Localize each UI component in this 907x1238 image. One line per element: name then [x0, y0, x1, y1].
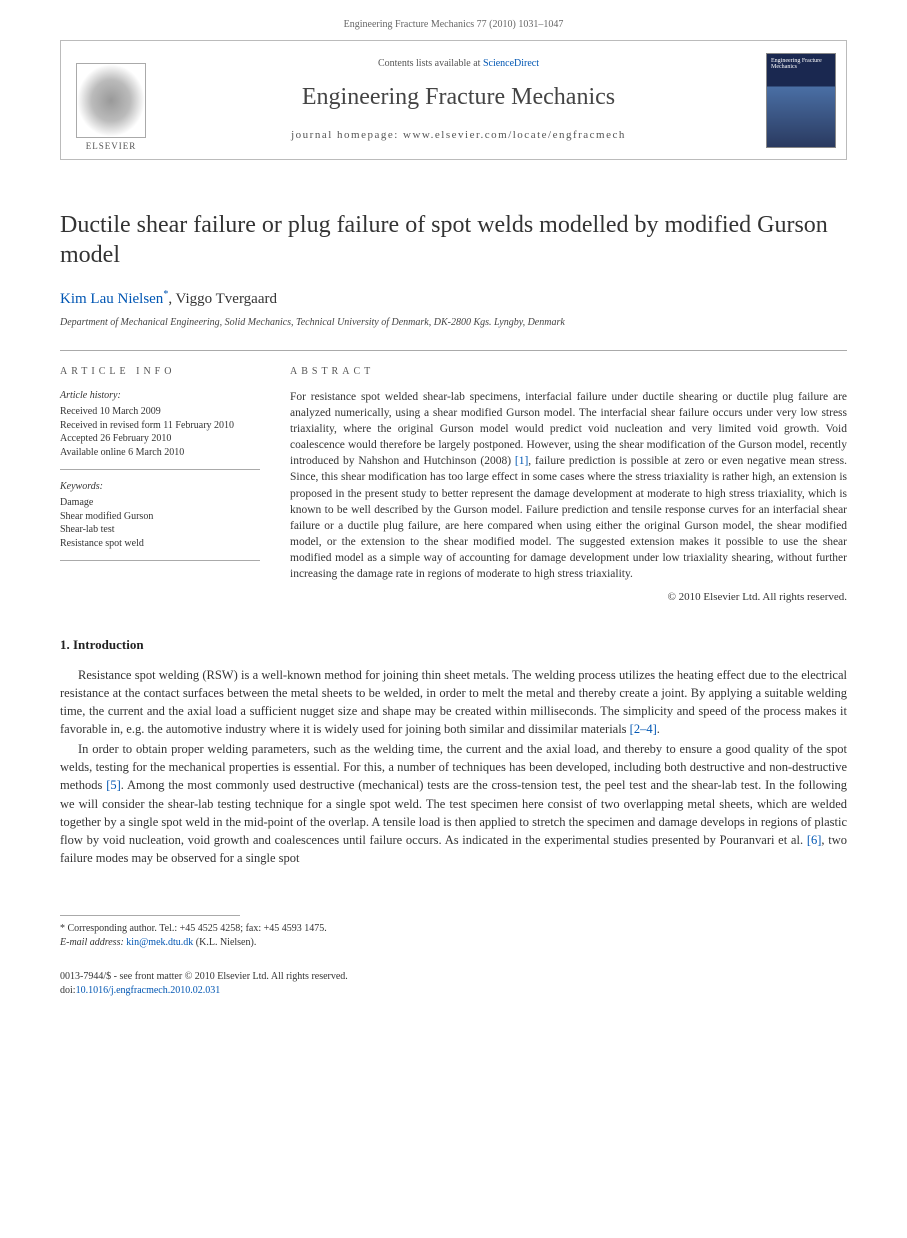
- para-text: Resistance spot welding (RSW) is a well-…: [60, 668, 847, 736]
- footnotes: * Corresponding author. Tel.: +45 4525 4…: [0, 922, 907, 960]
- email-name: (K.L. Nielsen).: [193, 937, 256, 948]
- article-title: Ductile shear failure or plug failure of…: [60, 210, 847, 270]
- elsevier-logo: ELSEVIER: [71, 53, 151, 153]
- issn-line: 0013-7944/$ - see front matter © 2010 El…: [60, 970, 847, 984]
- homepage-url: www.elsevier.com/locate/engfracmech: [403, 129, 626, 141]
- journal-cover-thumb: Engineering Fracture Mechanics: [766, 53, 836, 148]
- keywords-block: Keywords: Damage Shear modified Gurson S…: [60, 480, 260, 561]
- keyword: Damage: [60, 496, 260, 510]
- journal-homepage: journal homepage: www.elsevier.com/locat…: [291, 128, 626, 143]
- journal-title: Engineering Fracture Mechanics: [302, 81, 615, 115]
- article-info-column: ARTICLE INFO Article history: Received 1…: [60, 365, 260, 606]
- ref-link[interactable]: [5]: [106, 778, 121, 792]
- history-title: Article history:: [60, 389, 260, 403]
- contents-available: Contents lists available at ScienceDirec…: [378, 57, 539, 71]
- keyword: Resistance spot weld: [60, 537, 260, 551]
- abstract-part-2: , failure prediction is possible at zero…: [290, 455, 847, 580]
- para-text: . Among the most commonly used destructi…: [60, 778, 847, 846]
- email-line: E-mail address: kin@mek.dtu.dk (K.L. Nie…: [60, 936, 847, 950]
- abstract-column: ABSTRACT For resistance spot welded shea…: [290, 365, 847, 606]
- email-link[interactable]: kin@mek.dtu.dk: [126, 937, 193, 948]
- history-line: Received 10 March 2009: [60, 405, 260, 419]
- info-abstract-row: ARTICLE INFO Article history: Received 1…: [60, 350, 847, 606]
- paragraph: In order to obtain proper welding parame…: [60, 740, 847, 867]
- abstract-text: For resistance spot welded shear-lab spe…: [290, 389, 847, 582]
- bottom-info: 0013-7944/$ - see front matter © 2010 El…: [0, 960, 907, 1028]
- sciencedirect-link[interactable]: ScienceDirect: [483, 58, 539, 69]
- elsevier-tree-icon: [76, 63, 146, 138]
- homepage-prefix: journal homepage:: [291, 129, 403, 141]
- article-content: Ductile shear failure or plug failure of…: [0, 160, 907, 889]
- cover-cell: Engineering Fracture Mechanics: [756, 41, 846, 159]
- para-text: .: [657, 722, 660, 736]
- corresponding-author-note: * Corresponding author. Tel.: +45 4525 4…: [60, 922, 847, 936]
- author-list: Kim Lau Nielsen*, Viggo Tvergaard: [60, 288, 847, 310]
- history-line: Received in revised form 11 February 201…: [60, 419, 260, 433]
- history-line: Accepted 26 February 2010: [60, 432, 260, 446]
- publisher-cell: ELSEVIER: [61, 41, 161, 159]
- author-2: , Viggo Tvergaard: [168, 291, 277, 307]
- banner-center: Contents lists available at ScienceDirec…: [161, 41, 756, 159]
- affiliation: Department of Mechanical Engineering, So…: [60, 316, 847, 330]
- author-link-1[interactable]: Kim Lau Nielsen: [60, 291, 163, 307]
- doi-line: doi:10.1016/j.engfracmech.2010.02.031: [60, 984, 847, 998]
- publisher-name: ELSEVIER: [86, 140, 137, 153]
- email-label: E-mail address:: [60, 937, 126, 948]
- paragraph: Resistance spot welding (RSW) is a well-…: [60, 666, 847, 739]
- keywords-title: Keywords:: [60, 480, 260, 494]
- ref-link-1[interactable]: [1]: [515, 455, 528, 467]
- ref-link[interactable]: [2–4]: [630, 722, 657, 736]
- section-heading-intro: 1. Introduction: [60, 636, 847, 654]
- abstract-heading: ABSTRACT: [290, 365, 847, 379]
- keyword: Shear modified Gurson: [60, 510, 260, 524]
- doi-label: doi:: [60, 985, 76, 996]
- doi-link[interactable]: 10.1016/j.engfracmech.2010.02.031: [76, 985, 221, 996]
- keyword: Shear-lab test: [60, 523, 260, 537]
- footnote-separator: [60, 915, 240, 916]
- article-history-block: Article history: Received 10 March 2009 …: [60, 389, 260, 470]
- journal-banner: ELSEVIER Contents lists available at Sci…: [60, 40, 847, 160]
- ref-link[interactable]: [6]: [807, 833, 822, 847]
- cover-title: Engineering Fracture Mechanics: [771, 58, 835, 71]
- info-heading: ARTICLE INFO: [60, 365, 260, 379]
- running-header: Engineering Fracture Mechanics 77 (2010)…: [0, 0, 907, 40]
- history-line: Available online 6 March 2010: [60, 446, 260, 460]
- copyright-line: © 2010 Elsevier Ltd. All rights reserved…: [290, 590, 847, 605]
- citation-text: Engineering Fracture Mechanics 77 (2010)…: [344, 19, 564, 30]
- contents-prefix: Contents lists available at: [378, 58, 483, 69]
